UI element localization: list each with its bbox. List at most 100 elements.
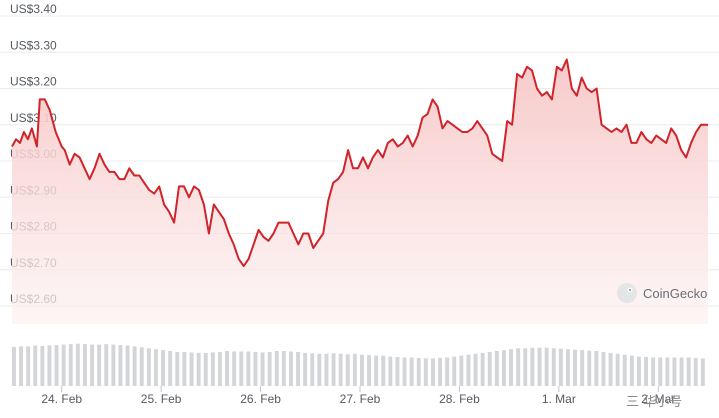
volume-bar — [210, 352, 215, 386]
volume-bar — [218, 352, 222, 386]
volume-bar — [686, 357, 691, 386]
volume-bar — [47, 345, 52, 386]
volume-bar — [203, 352, 208, 386]
volume-bar — [416, 357, 421, 386]
coingecko-logo: CoinGecko — [617, 283, 707, 303]
volume-bar — [601, 352, 606, 386]
brand-name: CoinGecko — [643, 286, 707, 301]
volume-bar — [502, 350, 506, 386]
volume-bar — [324, 353, 329, 386]
volume-bar — [360, 354, 364, 386]
volume-bar — [239, 351, 244, 386]
volume-bar — [19, 346, 23, 386]
y-tick-label: US$3.40 — [10, 2, 57, 16]
volume-bar — [33, 345, 38, 386]
volume-bar — [104, 344, 109, 386]
gecko-logo-icon — [617, 283, 637, 303]
y-tick-label: US$3.30 — [10, 38, 57, 52]
volume-bar — [651, 357, 656, 386]
watermark-text: 三 华小号 — [626, 395, 682, 410]
volume-bar — [168, 351, 173, 386]
volume-bar — [83, 344, 87, 386]
volume-bar — [672, 357, 677, 386]
volume-bar — [587, 350, 592, 386]
volume-bar — [296, 352, 300, 386]
volume-bar — [182, 352, 187, 386]
volume-bar — [75, 343, 80, 386]
volume-bar — [523, 348, 528, 386]
y-tick-label: US$3.20 — [10, 75, 57, 89]
volume-bar — [644, 357, 648, 386]
volume-bar — [367, 355, 371, 386]
volume-bar — [111, 344, 116, 386]
volume-bar — [566, 349, 570, 386]
volume-bar — [196, 352, 201, 386]
volume-bar — [445, 357, 450, 386]
volume-bar — [132, 346, 137, 386]
volume-bar — [161, 350, 165, 386]
volume-bar — [395, 357, 400, 386]
volume-bar — [573, 349, 577, 386]
volume-bar — [225, 351, 229, 386]
x-tick-label: 25. Feb — [141, 392, 182, 406]
volume-bars — [12, 343, 705, 386]
volume-bar — [90, 344, 94, 386]
volume-bar — [459, 355, 464, 386]
volume-bar — [530, 347, 535, 386]
volume-bar — [402, 357, 407, 386]
volume-bar — [232, 351, 237, 386]
volume-bar — [452, 356, 457, 386]
x-axis: 24. Feb 25. Feb 26. Feb 27. Feb 28. Feb 1. Ma… — [41, 386, 675, 406]
volume-bar — [551, 348, 556, 386]
volume-bar — [146, 348, 151, 386]
volume-bar — [303, 352, 308, 386]
volume-bar — [246, 351, 251, 386]
volume-bar — [438, 357, 442, 386]
volume-bar — [274, 351, 279, 386]
x-tick-label: 24. Feb — [41, 392, 82, 406]
volume-bar — [26, 346, 31, 386]
volume-bar — [338, 353, 343, 386]
volume-bar — [629, 355, 634, 386]
volume-bar — [473, 353, 478, 386]
x-tick-label: 27. Feb — [340, 392, 381, 406]
x-tick-label: 28. Feb — [439, 392, 480, 406]
volume-bar — [516, 348, 521, 386]
volume-bar — [260, 352, 265, 386]
volume-bar — [509, 349, 513, 386]
volume-bar — [352, 353, 357, 386]
volume-bar — [118, 345, 123, 386]
volume-bar — [388, 356, 393, 386]
volume-bar — [431, 358, 435, 386]
volume-bar — [580, 350, 585, 386]
volume-bar — [175, 352, 180, 386]
volume-bar — [139, 347, 144, 386]
volume-bar — [487, 352, 492, 386]
volume-bar — [700, 358, 705, 386]
volume-bar — [679, 357, 684, 386]
x-tick-label: 26. Feb — [240, 392, 281, 406]
volume-bar — [537, 347, 542, 386]
volume-bar — [665, 357, 670, 386]
volume-bar — [423, 358, 428, 386]
volume-bar — [154, 349, 158, 386]
volume-bar — [637, 356, 641, 386]
volume-bar — [189, 352, 194, 386]
price-line — [11, 58, 708, 268]
volume-bar — [480, 352, 485, 386]
volume-bar — [622, 354, 627, 386]
price-area-fill — [12, 59, 708, 324]
volume-bar — [12, 346, 16, 386]
volume-bar — [409, 357, 414, 386]
volume-bar — [374, 355, 379, 386]
volume-bar — [558, 348, 563, 386]
x-tick-label: 1. Mar — [542, 392, 576, 406]
volume-bar — [693, 357, 698, 386]
volume-bar — [281, 351, 286, 386]
x-tick-label: 2. Mar — [641, 392, 675, 406]
volume-bar — [125, 345, 130, 386]
volume-bar — [40, 346, 45, 386]
volume-bar — [97, 344, 102, 386]
volume-bar — [494, 351, 499, 386]
